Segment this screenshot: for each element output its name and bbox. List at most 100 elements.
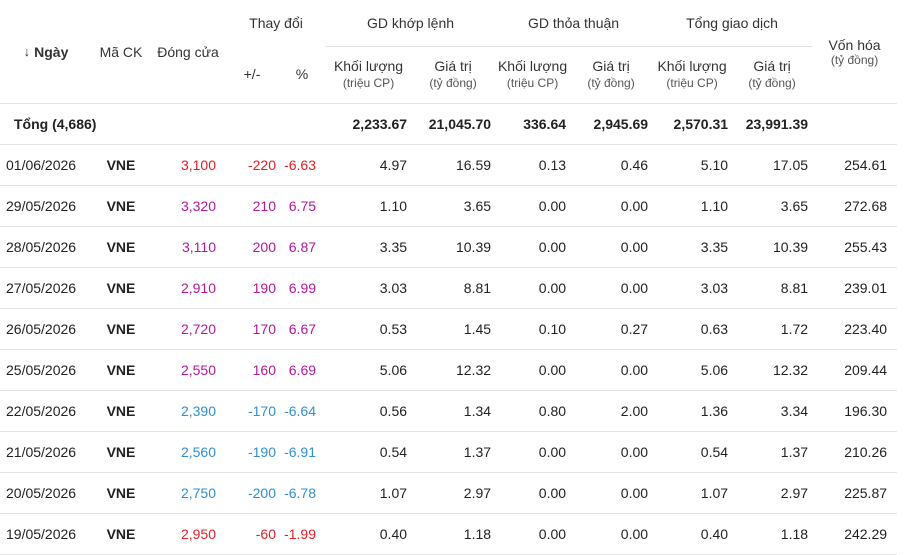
cell-total-value: 1.72 (732, 308, 813, 350)
cell-market-cap: 239.01 (812, 267, 898, 309)
cell-total-value: 3.34 (732, 390, 813, 432)
cell-total-value: 12.32 (732, 349, 813, 391)
col-label: Giá trị (592, 58, 630, 74)
cell-symbol: VNE (92, 267, 150, 309)
col-matched-volume[interactable]: Khối lượng (triệu CP) (326, 46, 412, 104)
col-symbol[interactable]: Mã CK (92, 0, 150, 104)
cell-close: 2,550 (150, 349, 226, 391)
col-total-group: Tổng giao dịch (652, 0, 813, 47)
total-empty (278, 103, 327, 145)
col-label: Khối lượng (497, 58, 568, 74)
cell-close: 2,560 (150, 431, 226, 473)
total-row: Tổng (4,686) 2,233.67 21,045.70 336.64 2… (0, 103, 898, 145)
cell-matched-volume: 0.54 (326, 431, 412, 473)
cell-matched-volume: 1.07 (326, 472, 412, 514)
cell-matched-value: 2.97 (411, 472, 496, 514)
cell-close: 3,100 (150, 144, 226, 186)
cell-market-cap: 272.68 (812, 185, 898, 227)
cell-change-pct: 6.87 (278, 226, 327, 268)
cell-matched-value: 8.81 (411, 267, 496, 309)
cell-matched-value: 1.37 (411, 431, 496, 473)
table-row[interactable]: 27/05/2026 VNE 2,910 190 6.99 3.03 8.81 0.00 0.0… (0, 267, 898, 309)
cell-close: 2,750 (150, 472, 226, 514)
col-date[interactable]: ↓ Ngày (0, 0, 92, 104)
header-row-sub: +/- % Khối lượng (triệu CP) Giá trị (tỷ đồ… (0, 46, 897, 104)
cell-change-pct: 6.75 (278, 185, 327, 227)
col-negotiated-value[interactable]: Giá trị (tỷ đồng) (570, 46, 653, 104)
cell-matched-value: 16.59 (411, 144, 496, 186)
table-row[interactable]: 25/05/2026 VNE 2,550 160 6.69 5.06 12.32 0.00 0.… (0, 349, 898, 391)
total-empty (226, 103, 278, 145)
cell-date: 20/05/2026 (0, 472, 92, 514)
cell-matched-volume: 5.06 (326, 349, 412, 391)
cell-change: 170 (226, 308, 278, 350)
cell-date: 21/05/2026 (0, 431, 92, 473)
cell-total-volume: 1.10 (652, 185, 733, 227)
cell-total-value: 2.97 (732, 472, 813, 514)
table-row[interactable]: 19/05/2026 VNE 2,950 -60 -1.99 0.40 1.18 0.00 0.… (0, 513, 898, 555)
sort-date[interactable]: ↓ Ngày (24, 44, 69, 60)
table-row[interactable]: 01/06/2026 VNE 3,100 -220 -6.63 4.97 16.59 0.13… (0, 144, 898, 186)
cell-symbol: VNE (92, 308, 150, 350)
arrow-down-icon: ↓ (23, 44, 31, 60)
cell-market-cap: 209.44 (812, 349, 898, 391)
cell-matched-value: 1.18 (411, 513, 496, 555)
table-row[interactable]: 22/05/2026 VNE 2,390 -170 -6.64 0.56 1.34 0.80 2… (0, 390, 898, 432)
cell-matched-volume: 1.10 (326, 185, 412, 227)
cell-market-cap: 225.87 (812, 472, 898, 514)
cell-total-volume: 5.10 (652, 144, 733, 186)
cell-negotiated-value: 0.27 (570, 308, 653, 350)
col-unit: (triệu CP) (506, 76, 559, 90)
cell-negotiated-volume: 0.80 (495, 390, 571, 432)
cell-negotiated-value: 0.00 (570, 185, 653, 227)
cell-change: -170 (226, 390, 278, 432)
col-unit: (tỷ đồng) (429, 76, 477, 90)
col-change-abs[interactable]: +/- (226, 46, 278, 104)
total-empty (812, 103, 898, 145)
cell-negotiated-volume: 0.00 (495, 513, 571, 555)
cell-total-volume: 1.36 (652, 390, 733, 432)
cell-negotiated-volume: 0.13 (495, 144, 571, 186)
cell-symbol: VNE (92, 144, 150, 186)
cell-date: 19/05/2026 (0, 513, 92, 555)
cell-negotiated-value: 0.00 (570, 431, 653, 473)
col-close[interactable]: Đóng cửa (150, 0, 226, 104)
table-row[interactable]: 20/05/2026 VNE 2,750 -200 -6.78 1.07 2.97 0.00 0… (0, 472, 898, 514)
cell-matched-volume: 0.53 (326, 308, 412, 350)
cell-symbol: VNE (92, 390, 150, 432)
col-label: Khối lượng (333, 58, 404, 74)
cell-date: 27/05/2026 (0, 267, 92, 309)
col-unit: (tỷ đồng) (587, 76, 635, 90)
cell-symbol: VNE (92, 185, 150, 227)
cell-change: -200 (226, 472, 278, 514)
cell-change-pct: -6.64 (278, 390, 327, 432)
cell-total-volume: 0.40 (652, 513, 733, 555)
col-total-value[interactable]: Giá trị (tỷ đồng) (732, 46, 813, 104)
col-negotiated-volume[interactable]: Khối lượng (triệu CP) (495, 46, 571, 104)
table-row[interactable]: 26/05/2026 VNE 2,720 170 6.67 0.53 1.45 0.10 0.2… (0, 308, 898, 350)
col-market-cap[interactable]: Vốn hóa (tỷ đồng) (812, 0, 898, 104)
cell-total-volume: 1.07 (652, 472, 733, 514)
cell-matched-volume: 0.40 (326, 513, 412, 555)
cell-negotiated-volume: 0.00 (495, 267, 571, 309)
col-unit: (triệu CP) (666, 76, 718, 90)
col-change-pct[interactable]: % (278, 46, 327, 104)
total-negotiated-value: 2,945.69 (570, 103, 653, 145)
cell-negotiated-value: 0.00 (570, 349, 653, 391)
table-row[interactable]: 21/05/2026 VNE 2,560 -190 -6.91 0.54 1.37 0.00 0… (0, 431, 898, 473)
cell-change: 200 (226, 226, 278, 268)
cell-matched-volume: 3.03 (326, 267, 412, 309)
cell-matched-volume: 0.56 (326, 390, 412, 432)
col-total-volume[interactable]: Khối lượng (triệu CP) (652, 46, 733, 104)
cell-total-value: 3.65 (732, 185, 813, 227)
cell-total-volume: 3.03 (652, 267, 733, 309)
col-label: Giá trị (434, 58, 472, 74)
cell-symbol: VNE (92, 472, 150, 514)
col-matched-value[interactable]: Giá trị (tỷ đồng) (411, 46, 496, 104)
table-row[interactable]: 28/05/2026 VNE 3,110 200 6.87 3.35 10.39 0.00 0.… (0, 226, 898, 268)
table-row[interactable]: 29/05/2026 VNE 3,320 210 6.75 1.10 3.65 0.00 0.0… (0, 185, 898, 227)
cell-date: 22/05/2026 (0, 390, 92, 432)
cell-symbol: VNE (92, 349, 150, 391)
cell-date: 26/05/2026 (0, 308, 92, 350)
cell-close: 2,720 (150, 308, 226, 350)
